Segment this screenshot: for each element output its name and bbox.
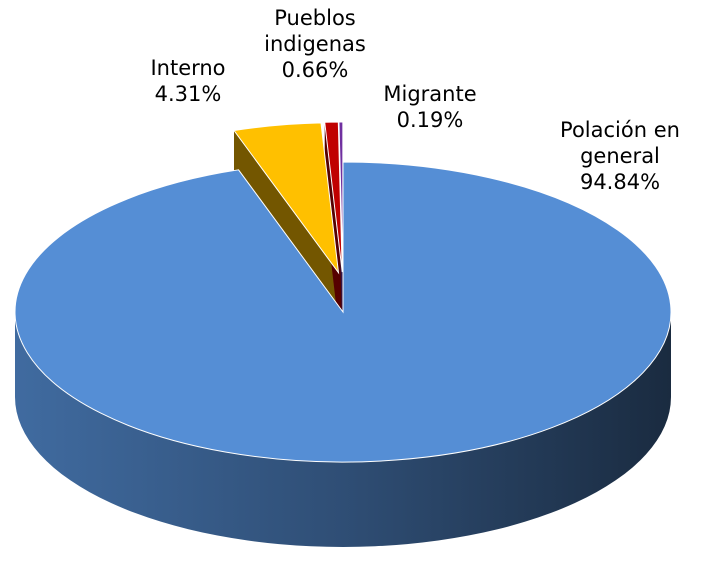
- pie-slice: [324, 121, 343, 273]
- category-label: Polación en general: [560, 118, 680, 168]
- pie-slice: [14, 161, 672, 463]
- slice-side: [15, 312, 671, 547]
- category-label: Interno: [150, 56, 226, 80]
- data-label: Polación en general 94.84%: [545, 117, 695, 195]
- category-label: Migrante: [383, 82, 477, 106]
- category-label: Pueblos indigenas: [264, 6, 366, 56]
- value-label: 94.84%: [579, 170, 661, 194]
- data-label: Interno 4.31%: [133, 55, 243, 107]
- value-label: 0.66%: [281, 58, 349, 82]
- pie-slice: [338, 121, 344, 273]
- data-label: Pueblos indigenas 0.66%: [255, 5, 375, 83]
- data-label: Migrante 0.19%: [375, 81, 485, 133]
- pie-slice: [233, 122, 340, 275]
- value-label: 0.19%: [396, 108, 464, 132]
- value-label: 4.31%: [154, 82, 222, 106]
